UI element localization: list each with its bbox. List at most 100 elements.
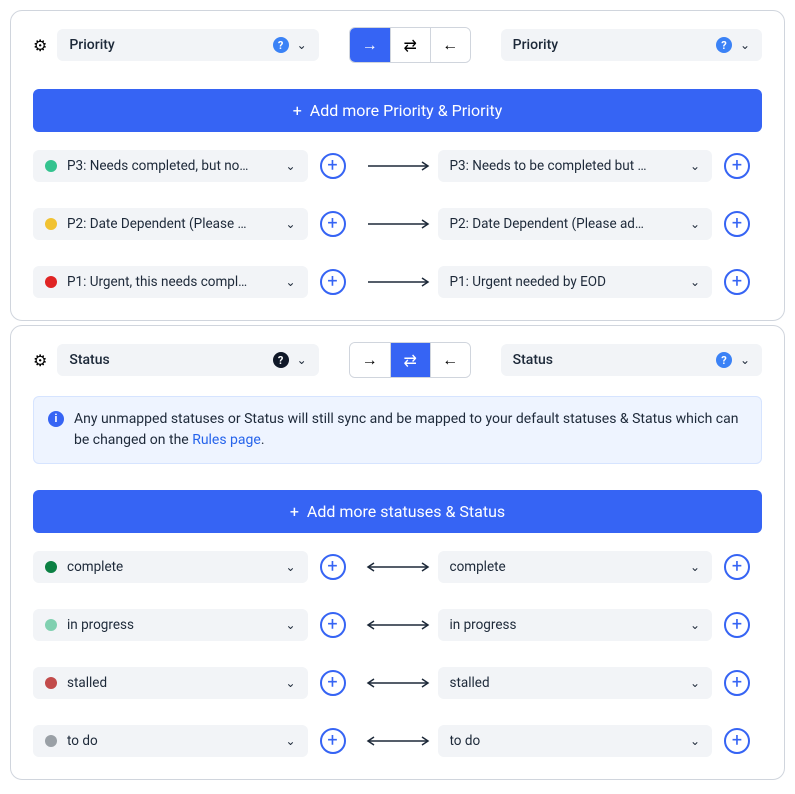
chevron-down-icon: ⌄ bbox=[690, 676, 700, 690]
left-field-label: Priority bbox=[69, 37, 264, 53]
right-field-label: Status bbox=[513, 352, 708, 368]
right-mapping-select[interactable]: to do ⌄ bbox=[438, 725, 713, 757]
right-mapping-label: P1: Urgent needed by EOD bbox=[450, 274, 680, 290]
plus-icon: + bbox=[293, 101, 302, 120]
chevron-down-icon: ⌄ bbox=[690, 560, 700, 574]
mapping-row: P3: Needs completed, but no… ⌄ + P3: Needs… bbox=[33, 150, 762, 182]
left-field-select[interactable]: Priority? ⌄ bbox=[57, 29, 318, 61]
add-condition-button[interactable]: + bbox=[320, 269, 346, 295]
gear-icon[interactable]: ⚙ bbox=[33, 351, 47, 370]
add-more-button[interactable]: + Add more Priority & Priority bbox=[33, 89, 762, 132]
add-condition-button[interactable]: + bbox=[320, 670, 346, 696]
add-condition-button[interactable]: + bbox=[320, 612, 346, 638]
mapping-row: complete⌄+ complete⌄+ bbox=[33, 551, 762, 583]
right-mapping-label: complete bbox=[450, 559, 680, 575]
right-field-select[interactable]: Priority?⌄ bbox=[501, 29, 762, 61]
add-condition-button[interactable]: + bbox=[724, 211, 750, 237]
help-icon[interactable]: ? bbox=[716, 37, 732, 53]
chevron-down-icon: ⌄ bbox=[297, 353, 307, 367]
left-mapping-label: P3: Needs completed, but no… bbox=[67, 158, 275, 174]
chevron-down-icon: ⌄ bbox=[285, 217, 295, 231]
left-mapping-select[interactable]: stalled ⌄ bbox=[33, 667, 308, 699]
help-icon[interactable]: ? bbox=[273, 37, 289, 53]
mapping-arrow-icon bbox=[358, 161, 438, 171]
add-condition-button[interactable]: + bbox=[724, 153, 750, 179]
panel-header: ⚙ Status? ⌄ →⇄← Status? ⌄ bbox=[33, 342, 762, 378]
add-more-label: Add more Priority & Priority bbox=[310, 101, 503, 120]
right-field-label: Priority bbox=[513, 37, 708, 53]
right-mapping-select[interactable]: complete ⌄ bbox=[438, 551, 713, 583]
mapping-arrow-icon bbox=[358, 678, 438, 688]
status-dot bbox=[45, 160, 57, 172]
right-mapping-label: to do bbox=[450, 733, 680, 749]
left-mapping-label: P1: Urgent, this needs compl… bbox=[67, 274, 275, 290]
right-mapping-select[interactable]: P2: Date Dependent (Please ad… ⌄ bbox=[438, 208, 713, 240]
add-condition-button[interactable]: + bbox=[724, 269, 750, 295]
left-mapping-select[interactable]: to do ⌄ bbox=[33, 725, 308, 757]
help-icon[interactable]: ? bbox=[273, 352, 289, 368]
left-mapping-label: in progress bbox=[67, 617, 275, 633]
chevron-down-icon: ⌄ bbox=[285, 734, 295, 748]
mapping-arrow-icon bbox=[358, 562, 438, 572]
right-mapping-select[interactable]: stalled ⌄ bbox=[438, 667, 713, 699]
right-mapping-label: stalled bbox=[450, 675, 680, 691]
chevron-down-icon: ⌄ bbox=[285, 275, 295, 289]
direction-toggle: →⇄← bbox=[349, 342, 471, 378]
status-dot bbox=[45, 561, 57, 573]
direction-button-2[interactable]: ← bbox=[430, 343, 470, 377]
info-box: i Any unmapped statuses or Status will st… bbox=[33, 396, 762, 464]
left-field-select[interactable]: Status? ⌄ bbox=[57, 344, 318, 376]
add-more-button[interactable]: +Add more statuses & Status bbox=[33, 490, 762, 533]
chevron-down-icon: ⌄ bbox=[285, 618, 295, 632]
status-dot bbox=[45, 735, 57, 747]
left-mapping-select[interactable]: in progress ⌄ bbox=[33, 609, 308, 641]
right-field-select[interactable]: Status? ⌄ bbox=[501, 344, 762, 376]
add-condition-button[interactable]: + bbox=[320, 728, 346, 754]
direction-button-1[interactable]: ⇄ bbox=[390, 343, 430, 377]
right-mapping-label: P2: Date Dependent (Please ad… bbox=[450, 216, 680, 232]
left-mapping-select[interactable]: P2: Date Dependent (Please … ⌄ bbox=[33, 208, 308, 240]
add-condition-button[interactable]: + bbox=[320, 211, 346, 237]
chevron-down-icon: ⌄ bbox=[285, 159, 295, 173]
left-mapping-select[interactable]: P3: Needs completed, but no… ⌄ bbox=[33, 150, 308, 182]
rules-page-link[interactable]: Rules page bbox=[192, 432, 261, 448]
left-field-label: Status bbox=[69, 352, 264, 368]
mapping-rows: complete⌄+ complete⌄+in progress⌄+ in pr… bbox=[33, 551, 762, 757]
chevron-down-icon: ⌄ bbox=[690, 618, 700, 632]
left-mapping-label: to do bbox=[67, 733, 275, 749]
left-mapping-select[interactable]: complete⌄ bbox=[33, 551, 308, 583]
add-condition-button[interactable]: + bbox=[724, 670, 750, 696]
right-mapping-select[interactable]: P3: Needs to be completed but …⌄ bbox=[438, 150, 713, 182]
mapping-rows: P3: Needs completed, but no… ⌄ + P3: Needs… bbox=[33, 150, 762, 298]
add-condition-button[interactable]: + bbox=[724, 728, 750, 754]
info-text: Any unmapped statuses or Status will sti… bbox=[74, 409, 747, 451]
right-mapping-select[interactable]: P1: Urgent needed by EOD⌄ bbox=[438, 266, 713, 298]
direction-toggle: →⇄← bbox=[349, 27, 471, 63]
direction-button-0[interactable]: → bbox=[350, 343, 390, 377]
mapping-arrow-icon bbox=[358, 620, 438, 630]
mapping-row: P2: Date Dependent (Please … ⌄ + P2: Date … bbox=[33, 208, 762, 240]
direction-button-0[interactable]: → bbox=[350, 28, 390, 62]
chevron-down-icon: ⌄ bbox=[285, 560, 295, 574]
add-condition-button[interactable]: + bbox=[320, 153, 346, 179]
chevron-down-icon: ⌄ bbox=[690, 734, 700, 748]
left-mapping-select[interactable]: P1: Urgent, this needs compl… ⌄ bbox=[33, 266, 308, 298]
add-condition-button[interactable]: + bbox=[724, 612, 750, 638]
chevron-down-icon: ⌄ bbox=[740, 353, 750, 367]
mapping-row: to do ⌄ + to do ⌄ + bbox=[33, 725, 762, 757]
mapping-arrow-icon bbox=[358, 277, 438, 287]
chevron-down-icon: ⌄ bbox=[297, 38, 307, 52]
right-mapping-select[interactable]: in progress⌄ bbox=[438, 609, 713, 641]
help-icon[interactable]: ? bbox=[716, 352, 732, 368]
chevron-down-icon: ⌄ bbox=[690, 217, 700, 231]
left-mapping-label: P2: Date Dependent (Please … bbox=[67, 216, 275, 232]
direction-button-2[interactable]: ← bbox=[430, 28, 470, 62]
add-more-label: Add more statuses & Status bbox=[307, 502, 505, 521]
add-condition-button[interactable]: + bbox=[724, 554, 750, 580]
gear-icon[interactable]: ⚙ bbox=[33, 36, 47, 55]
add-condition-button[interactable]: + bbox=[320, 554, 346, 580]
direction-button-1[interactable]: ⇄ bbox=[390, 28, 430, 62]
info-icon: i bbox=[48, 411, 64, 427]
left-mapping-label: stalled bbox=[67, 675, 275, 691]
chevron-down-icon: ⌄ bbox=[285, 676, 295, 690]
